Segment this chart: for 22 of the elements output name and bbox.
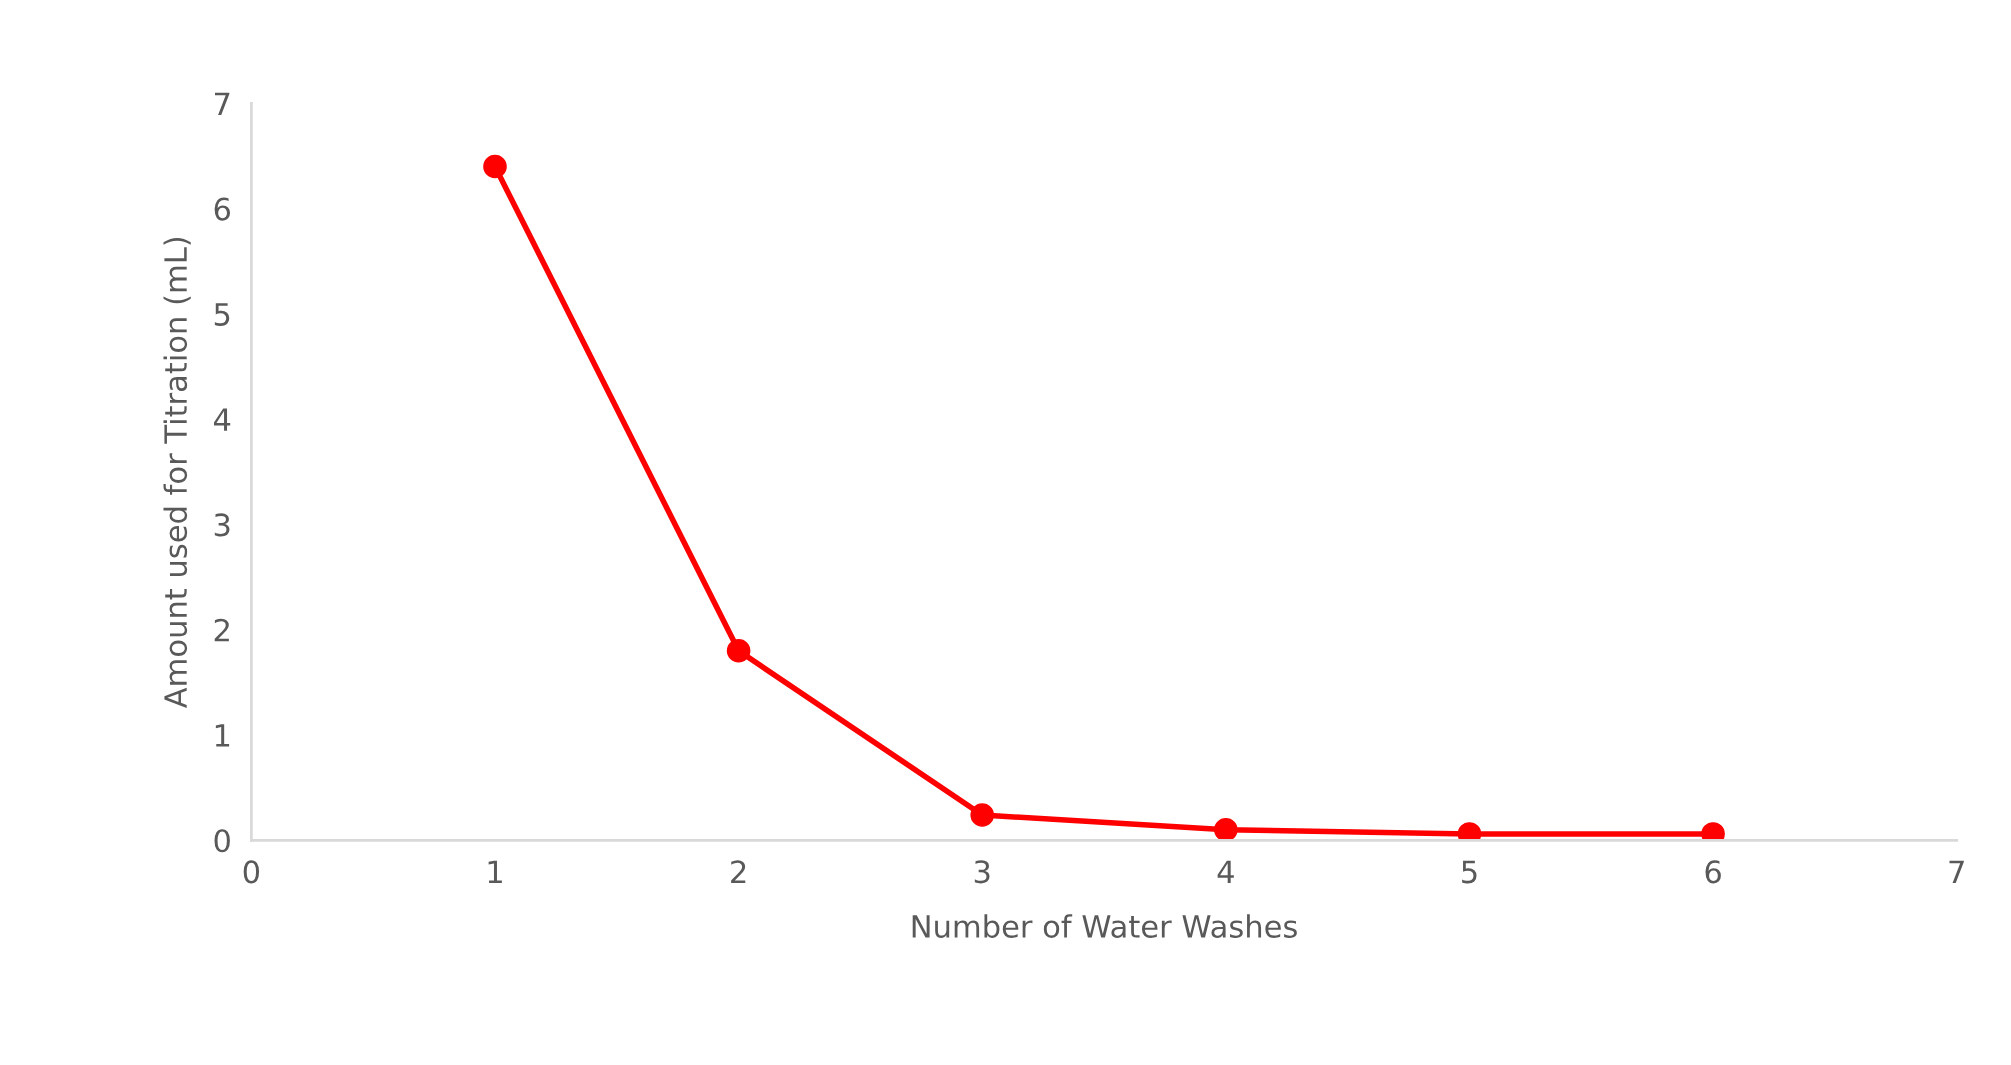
x-tick-label: 7 [1949, 860, 1964, 883]
x-tick-label: 5 [1462, 860, 1477, 884]
y-tick-label: 0 [214, 829, 230, 853]
x-tick-label: 3 [974, 860, 990, 884]
y-tick-label: 1 [215, 724, 230, 747]
point [1214, 817, 1238, 841]
y-tick-label: 2 [214, 618, 229, 642]
y-tick-label: 7 [215, 92, 230, 115]
point [726, 638, 751, 663]
point [483, 154, 507, 179]
y-tick-label: 6 [214, 197, 231, 221]
y-tick-label: 4 [213, 408, 231, 431]
y-tick-label: 5 [214, 303, 230, 326]
x-tick-label: 2 [731, 860, 746, 883]
y-tick-label: 3 [214, 513, 230, 537]
x-tick-label: 4 [1217, 860, 1234, 883]
x-tick-label: 1 [488, 860, 502, 883]
point [970, 803, 995, 827]
x-tick-label: 0 [243, 860, 260, 884]
y-axis-title: Amount used for Titration (mL) [163, 237, 191, 709]
x-axis-title: Number of Water Washes [912, 914, 1297, 938]
x-tick-label: 6 [1705, 860, 1721, 884]
